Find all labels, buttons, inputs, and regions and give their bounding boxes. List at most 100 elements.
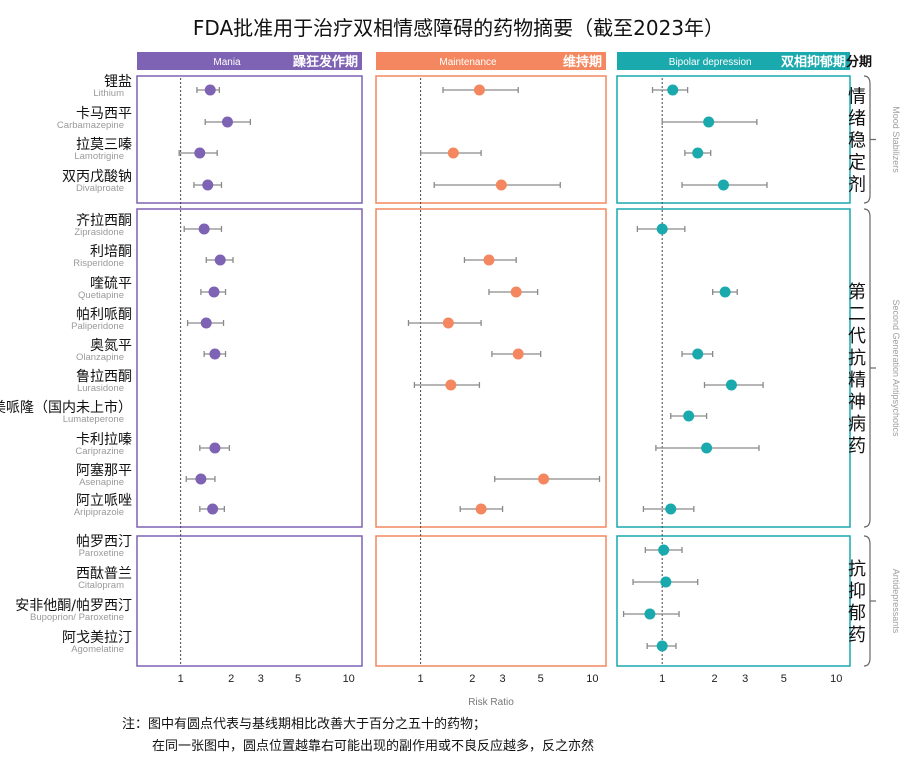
x-tick-label: 10 xyxy=(343,673,355,685)
x-tick-label: 5 xyxy=(295,673,301,685)
group-box-mania-1 xyxy=(136,208,363,528)
data-point xyxy=(447,147,459,159)
data-point xyxy=(717,179,729,191)
drug-name-zh: 帕利哌酮 xyxy=(76,306,132,323)
data-point xyxy=(538,473,550,485)
data-point xyxy=(202,179,214,191)
x-tick-label: 3 xyxy=(742,673,748,685)
drug-name-zh: 喹硫平 xyxy=(90,276,132,292)
page-title: FDA批准用于治疗双相情感障碍的药物摘要（截至2023年） xyxy=(192,16,725,40)
drug-name-en: Paliperidone xyxy=(71,321,124,332)
drug-name-en: Citalopram xyxy=(78,580,124,591)
drug-name-zh: 卢美哌隆（国内未上市） xyxy=(0,399,132,416)
data-point xyxy=(483,254,495,266)
panel-header-maintenance xyxy=(376,52,606,70)
data-point xyxy=(658,544,670,556)
drug-name-zh: 齐拉西酮 xyxy=(76,213,132,229)
footnote-line-1: 注：图中有圆点代表与基线期相比改善大于百分之五十的药物； xyxy=(122,717,487,732)
data-point xyxy=(445,379,457,391)
drug-name-zh: 鲁拉西酮 xyxy=(76,369,132,385)
x-tick-label: 10 xyxy=(586,673,598,685)
x-tick-label: 10 xyxy=(830,673,842,685)
group-box-mania-0 xyxy=(136,75,363,204)
data-point xyxy=(209,442,221,454)
drug-name-en: Asenapine xyxy=(79,477,124,488)
data-point xyxy=(214,254,226,266)
x-tick-label: 1 xyxy=(659,673,665,685)
group-box-depression-2 xyxy=(616,535,851,667)
panel-label-en-mania: Mania xyxy=(213,57,241,68)
x-tick-label: 1 xyxy=(178,673,184,685)
drug-name-en: Bupoprion/ Paroxetine xyxy=(30,612,124,623)
drug-name-en: Lumateperone xyxy=(63,414,124,425)
data-point xyxy=(207,503,219,515)
data-point xyxy=(208,286,220,298)
panel-label-zh-maintenance: 维持期 xyxy=(563,54,602,70)
x-tick-label: 2 xyxy=(228,673,234,685)
data-point xyxy=(656,223,668,235)
data-point xyxy=(473,84,485,96)
data-point xyxy=(442,317,454,329)
data-point xyxy=(692,147,704,159)
drug-name-zh: 卡马西平 xyxy=(76,106,132,122)
phase-label-bg xyxy=(850,52,864,70)
drug-name-zh: 双丙戊酸钠 xyxy=(62,169,132,185)
group-box-maintenance-0 xyxy=(375,75,607,204)
data-point xyxy=(495,179,507,191)
data-point xyxy=(725,379,737,391)
x-axis-title: Risk Ratio xyxy=(468,697,514,708)
panel-label-zh-mania: 躁狂发作期 xyxy=(293,54,358,70)
x-tick-label: 2 xyxy=(469,673,475,685)
data-point xyxy=(221,116,233,128)
group-label-en: Antidepressants xyxy=(891,569,901,634)
group-label-en: Second Generation Antipsychotics xyxy=(891,299,901,437)
panel-label-en-depression: Bipolar depression xyxy=(669,57,752,68)
drug-name-en: Divalproate xyxy=(76,183,124,194)
drug-name-en: Lamotrigine xyxy=(74,151,124,162)
drug-name-zh: 锂盐 xyxy=(104,74,132,90)
data-point xyxy=(656,640,668,652)
data-point xyxy=(198,223,210,235)
data-point xyxy=(660,576,672,588)
data-point xyxy=(209,348,221,360)
drug-name-en: Olanzapine xyxy=(76,352,124,363)
x-tick-label: 3 xyxy=(500,673,506,685)
drug-name-en: Lithium xyxy=(93,88,124,99)
data-point xyxy=(644,608,656,620)
footnote-line-2: 在同一张图中，圆点位置越靠右可能出现的副作用或不良反应越多，反之亦然 xyxy=(152,739,595,754)
data-point xyxy=(703,116,715,128)
drug-name-en: Cariprazine xyxy=(75,446,124,457)
phase-label: 分期 xyxy=(846,54,872,70)
drug-name-zh: 阿戈美拉汀 xyxy=(62,630,132,646)
group-label-en: Mood Stabilizers xyxy=(891,106,901,173)
panel-label-en-maintenance: Maintenance xyxy=(439,57,497,68)
group-box-maintenance-2 xyxy=(375,535,607,667)
drug-name-zh: 西酞普兰 xyxy=(76,566,132,582)
drug-name-en: Lurasidone xyxy=(77,383,124,394)
data-point xyxy=(692,348,704,360)
group-label-zh: 抗抑郁药 xyxy=(848,559,866,646)
drug-name-zh: 奥氮平 xyxy=(90,337,132,354)
data-point xyxy=(701,442,713,454)
x-tick-label: 3 xyxy=(258,673,264,685)
drug-name-zh: 利培酮 xyxy=(90,244,132,260)
drug-name-zh: 阿塞那平 xyxy=(76,462,132,479)
drug-name-en: Paroxetine xyxy=(79,548,124,559)
drug-name-en: Agomelatine xyxy=(71,644,124,655)
data-point xyxy=(510,286,522,298)
group-label-zh: 第二代抗精神病药 xyxy=(848,282,866,457)
drug-name-zh: 安非他酮/帕罗西汀 xyxy=(15,598,132,614)
drug-name-en: Carbamazepine xyxy=(57,120,124,131)
data-point xyxy=(683,410,695,422)
data-point xyxy=(194,147,206,159)
drug-name-en: Quetiapine xyxy=(78,290,124,301)
drug-name-zh: 拉莫三嗪 xyxy=(76,137,132,153)
data-point xyxy=(204,84,216,96)
drug-name-zh: 帕罗西汀 xyxy=(76,534,132,550)
x-tick-label: 1 xyxy=(418,673,424,685)
data-point xyxy=(512,348,524,360)
panel-label-zh-depression: 双相抑郁期 xyxy=(781,54,846,70)
drug-name-en: Ziprasidone xyxy=(74,227,124,238)
group-label-zh: 情绪稳定剂 xyxy=(848,87,866,196)
